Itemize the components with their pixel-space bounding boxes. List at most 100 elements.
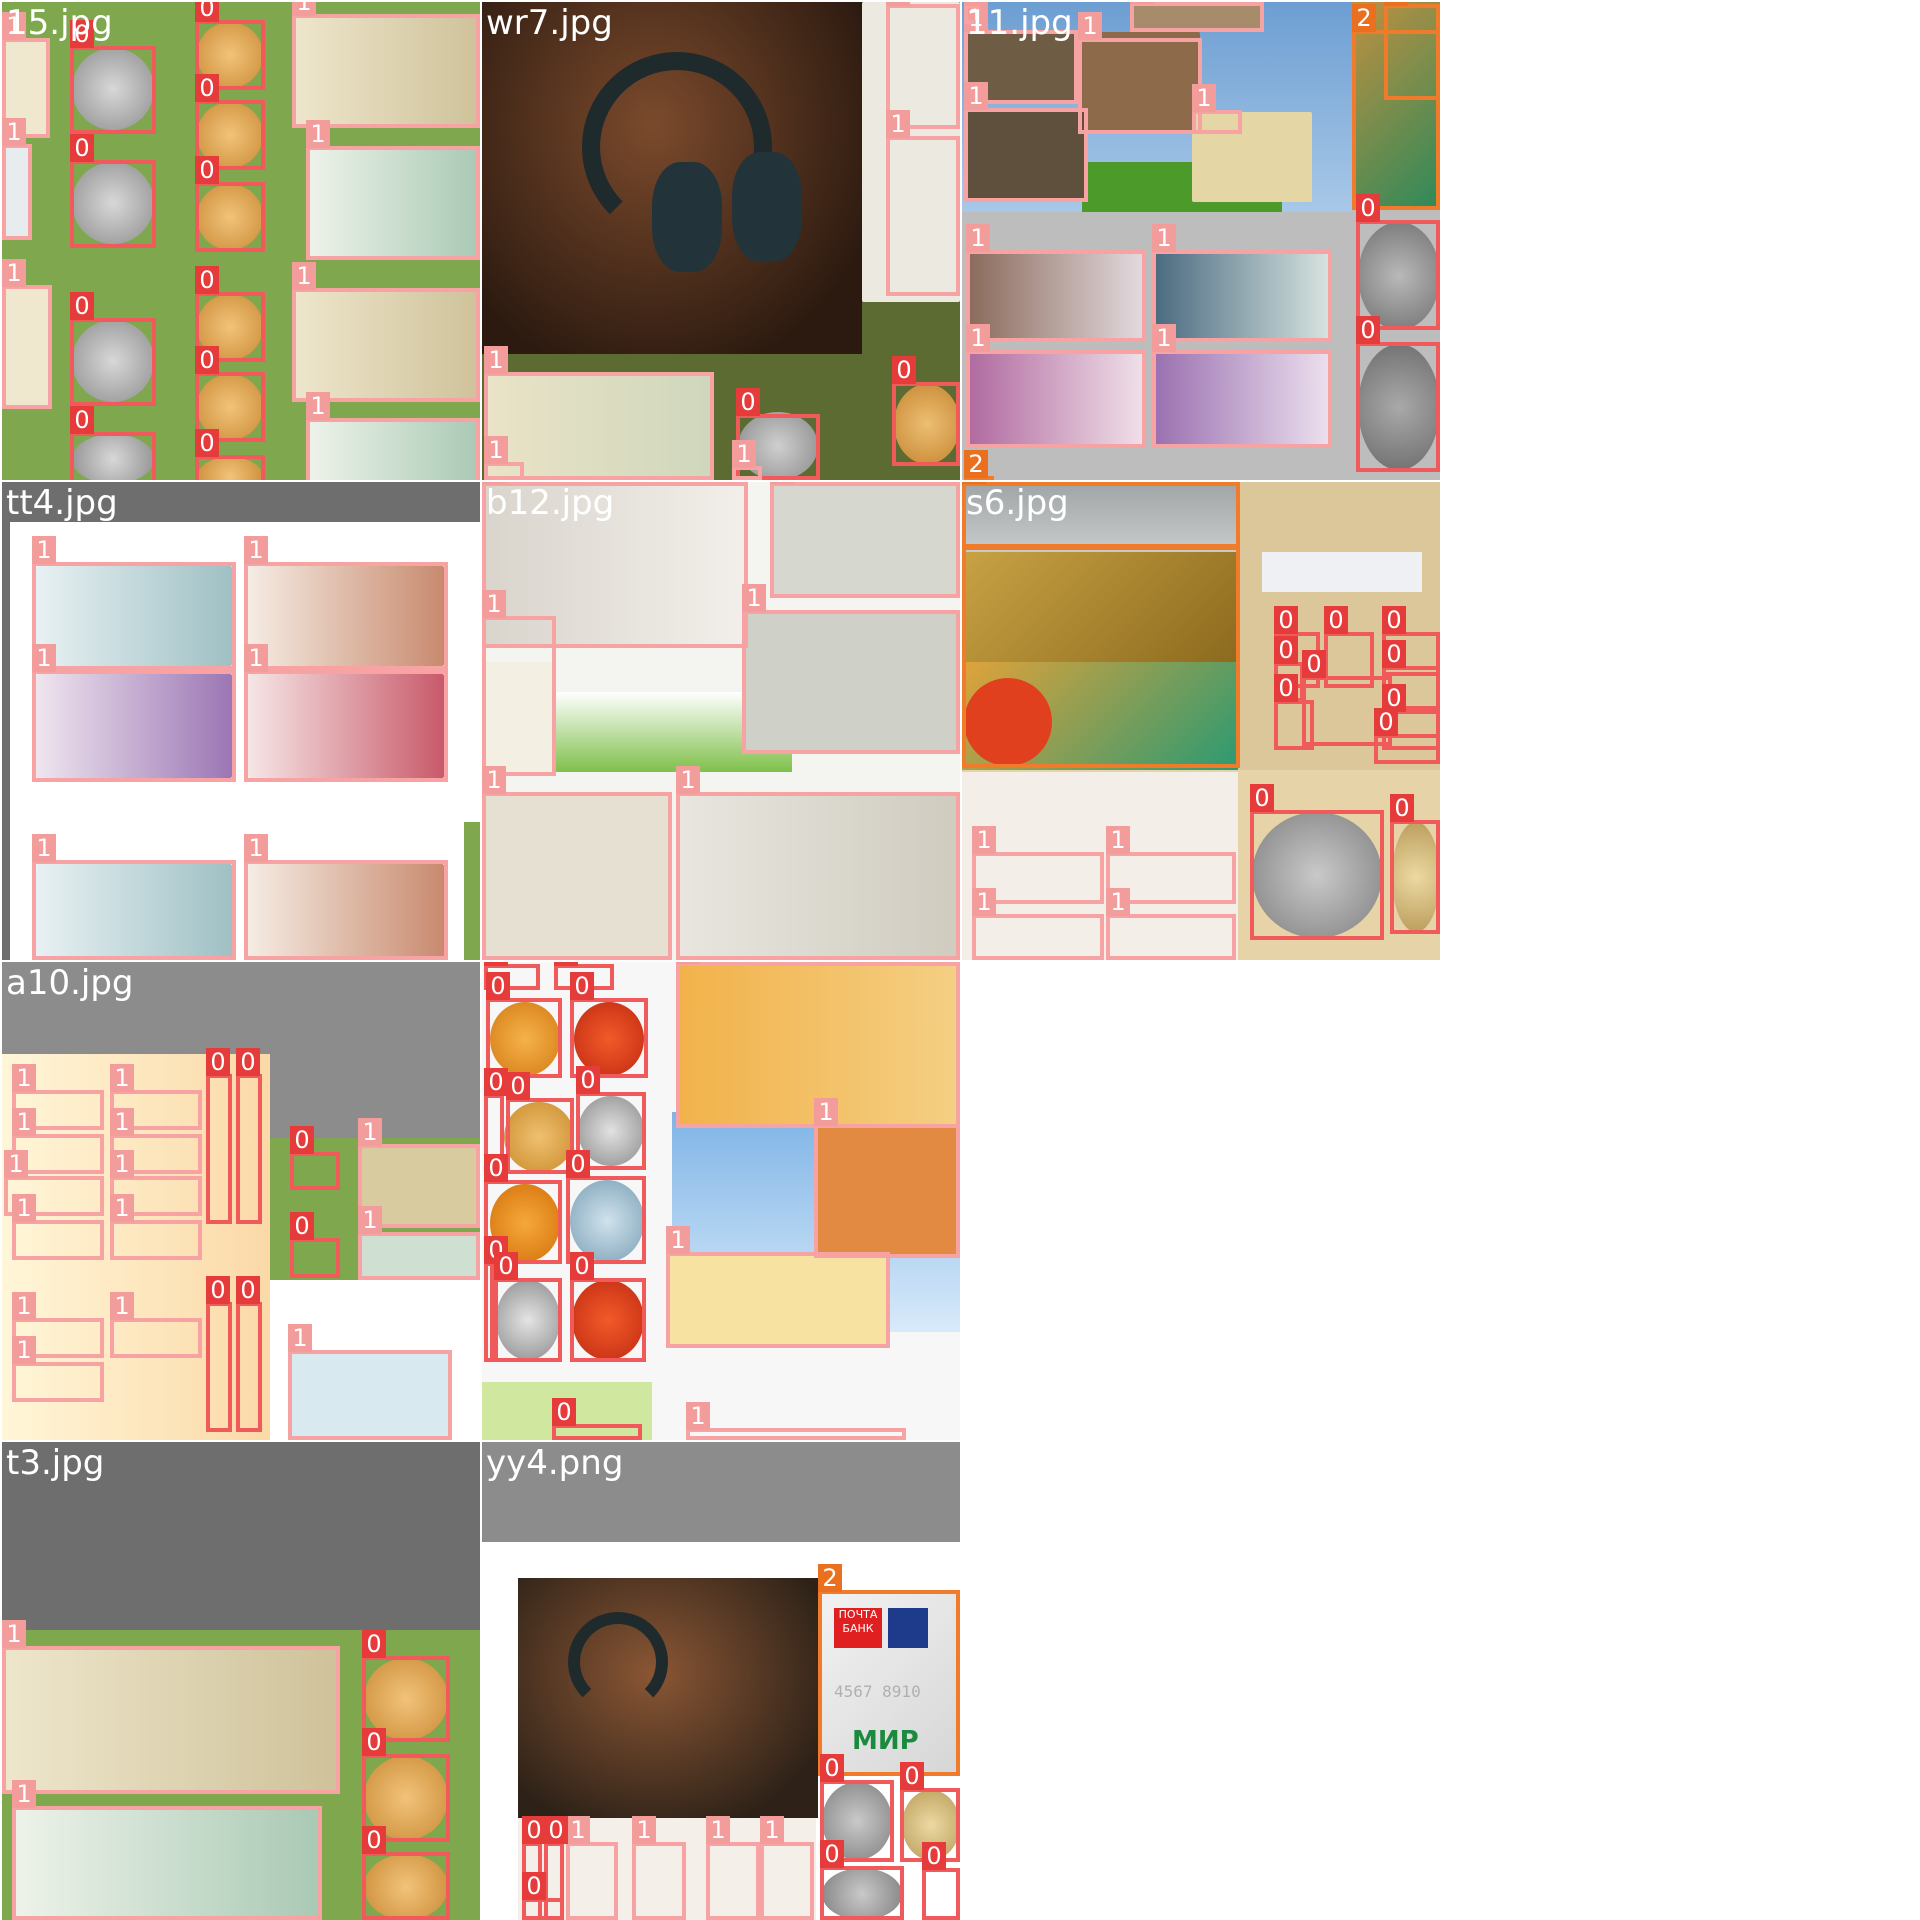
detection-box: 1	[760, 1816, 814, 1920]
class-label: 0	[1382, 606, 1406, 634]
pochta-bank-logo: ПОЧТА БАНК	[834, 1608, 882, 1648]
class-label: 1	[110, 1150, 134, 1178]
tile-filename: 11.jpg	[966, 3, 1073, 43]
banknote-image	[744, 612, 960, 752]
bank-card-image	[962, 552, 1238, 662]
detection-box: 1	[1106, 826, 1236, 904]
detection-box: 1	[2, 1620, 340, 1794]
detection-box: 1	[632, 1816, 686, 1920]
detection-box: 1	[110, 1292, 202, 1358]
class-label: 1	[1192, 84, 1216, 112]
detection-box: 0	[290, 1212, 340, 1278]
detection-box: 0	[544, 1816, 568, 1920]
detection-box: 0	[484, 1068, 508, 1180]
mosaic-tile-s6: s6.jpg 2 0 0 0 0 0 0 0 0 0 0 0 1 1 1 1	[962, 482, 1440, 960]
class-label: 1	[972, 826, 996, 854]
detection-box: 1	[484, 346, 714, 480]
detection-box: 1	[12, 1108, 104, 1174]
banknote-image	[816, 1124, 960, 1256]
class-label: 0	[484, 1154, 508, 1182]
class-label: 1	[686, 1402, 710, 1430]
class-label: 0	[484, 1068, 508, 1096]
banknote-image	[668, 1254, 888, 1346]
class-label: 1	[32, 644, 56, 672]
detection-box	[962, 546, 1240, 768]
banknote-image	[2, 147, 30, 237]
coin-image	[1358, 222, 1440, 330]
banknote-image	[248, 864, 444, 960]
banknote-image	[1132, 2, 1262, 30]
banknote-image	[294, 290, 480, 400]
coin-image	[572, 1280, 644, 1360]
class-label: 1	[4, 1150, 28, 1178]
class-label: 1	[110, 1194, 134, 1222]
detection-box: 0	[1356, 316, 1440, 472]
banknote-image	[248, 566, 444, 666]
class-label: 1	[2, 1620, 26, 1648]
class-label: 1	[972, 888, 996, 916]
banknote-image	[678, 794, 960, 960]
detection-box: 1	[666, 1226, 890, 1348]
coin-image	[496, 1280, 560, 1360]
bank-card-image	[962, 482, 1238, 552]
detection-box: 0	[552, 1398, 642, 1440]
class-label: 0	[290, 1212, 314, 1240]
detection-box: 0	[362, 1728, 450, 1842]
detection-box: 1	[814, 1098, 960, 1258]
coin-image	[72, 434, 154, 480]
detection-box: 0	[362, 1826, 450, 1920]
class-label: 1	[2, 118, 26, 146]
headphones-earcup	[652, 162, 722, 272]
tile-filename: yy4.png	[486, 1443, 624, 1483]
headphones-earcup	[732, 152, 802, 262]
tile-filename: b12.jpg	[486, 483, 615, 523]
detection-box: 1	[292, 262, 480, 402]
detection-box: 0	[506, 1072, 574, 1174]
detection-box: 1	[32, 834, 236, 960]
class-label: 0	[484, 962, 508, 966]
class-label: 1	[1106, 888, 1130, 916]
mosaic-tile-tt4: tt4.jpg 1 1 1 1 1 1	[2, 482, 480, 960]
class-label: 0	[206, 1048, 230, 1076]
class-label: 1	[12, 1108, 36, 1136]
detection-box: 1	[686, 1402, 906, 1440]
class-label: 0	[195, 266, 219, 294]
detection-box: 1	[2, 118, 32, 240]
banknote-image	[308, 420, 480, 480]
gray-band	[2, 482, 480, 522]
detection-box: 0	[236, 1048, 262, 1224]
class-label: 1	[12, 1194, 36, 1222]
coin-image	[1252, 812, 1382, 938]
class-label: 1	[358, 1118, 382, 1146]
detection-box: 0	[484, 1236, 508, 1362]
class-label: 1	[706, 1816, 730, 1844]
detection-box: 0	[820, 1840, 904, 1920]
detection-box: 1	[32, 536, 236, 670]
detection-box: 1	[306, 392, 480, 480]
banknote-image	[1154, 252, 1330, 340]
coin-image	[822, 1868, 902, 1920]
detection-box: 1	[306, 120, 480, 260]
czech-board	[2, 1280, 270, 1440]
detection-box: 2	[964, 450, 994, 480]
detection-box: 1	[964, 2, 988, 24]
pochta-bank-label: ПОЧТА БАНК	[838, 1608, 878, 1635]
banknote-image	[294, 16, 480, 126]
detection-box: 0	[1250, 784, 1384, 940]
class-label: 0	[554, 962, 578, 966]
detection-box: 1	[482, 482, 748, 648]
detection-box: 1	[1152, 224, 1332, 342]
class-label: 1	[244, 536, 268, 564]
coin-image	[574, 1002, 644, 1076]
mosaic-tile-a10: a10.jpg 1 1 1 1 1 1 1 1 0 0 0 0 1 1 1 1 …	[2, 962, 480, 1440]
class-label: 0	[70, 292, 94, 320]
class-label: 0	[1302, 650, 1326, 678]
detection-box: 0	[1390, 794, 1440, 934]
eagle-logo	[888, 1608, 928, 1648]
class-label: 0	[362, 1630, 386, 1658]
coin-image	[72, 162, 154, 244]
detection-box: 1	[732, 440, 762, 480]
class-label: 0	[290, 1126, 314, 1154]
class-label: 0	[506, 1072, 530, 1100]
detection-box: 0	[290, 1126, 340, 1190]
